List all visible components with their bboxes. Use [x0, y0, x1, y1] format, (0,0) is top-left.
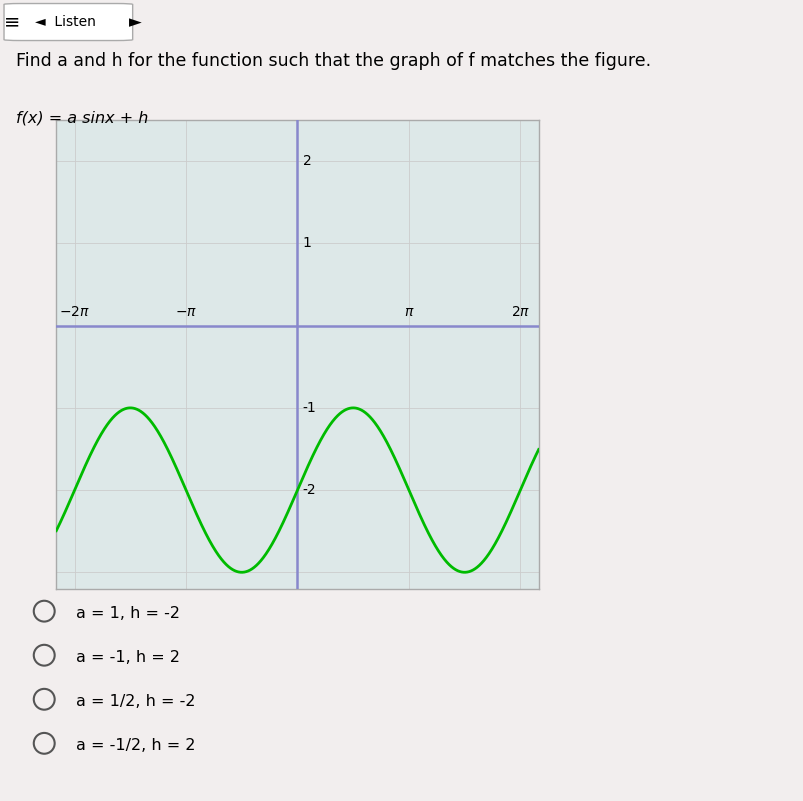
Text: ≡: ≡ [4, 13, 20, 31]
Text: a = 1, h = -2: a = 1, h = -2 [76, 606, 180, 621]
Text: -2: -2 [303, 483, 316, 497]
Text: a = -1, h = 2: a = -1, h = 2 [76, 650, 180, 665]
Text: 1: 1 [303, 236, 312, 251]
Text: $-\pi$: $-\pi$ [175, 305, 197, 319]
Text: Find a and h for the function such that the graph of f matches the figure.: Find a and h for the function such that … [16, 52, 650, 70]
Text: $-2\pi$: $-2\pi$ [59, 305, 90, 319]
Text: 2: 2 [303, 155, 312, 168]
Text: ◄  Listen: ◄ Listen [35, 15, 96, 29]
Text: a = 1/2, h = -2: a = 1/2, h = -2 [76, 694, 196, 709]
Text: ►: ► [128, 13, 141, 31]
Text: a = -1/2, h = 2: a = -1/2, h = 2 [76, 738, 196, 753]
Text: $2\pi$: $2\pi$ [510, 305, 529, 319]
Text: f(x) = a sinx + h: f(x) = a sinx + h [16, 111, 149, 126]
Text: $\pi$: $\pi$ [403, 305, 414, 319]
Text: -1: -1 [303, 400, 316, 415]
FancyBboxPatch shape [4, 3, 132, 41]
